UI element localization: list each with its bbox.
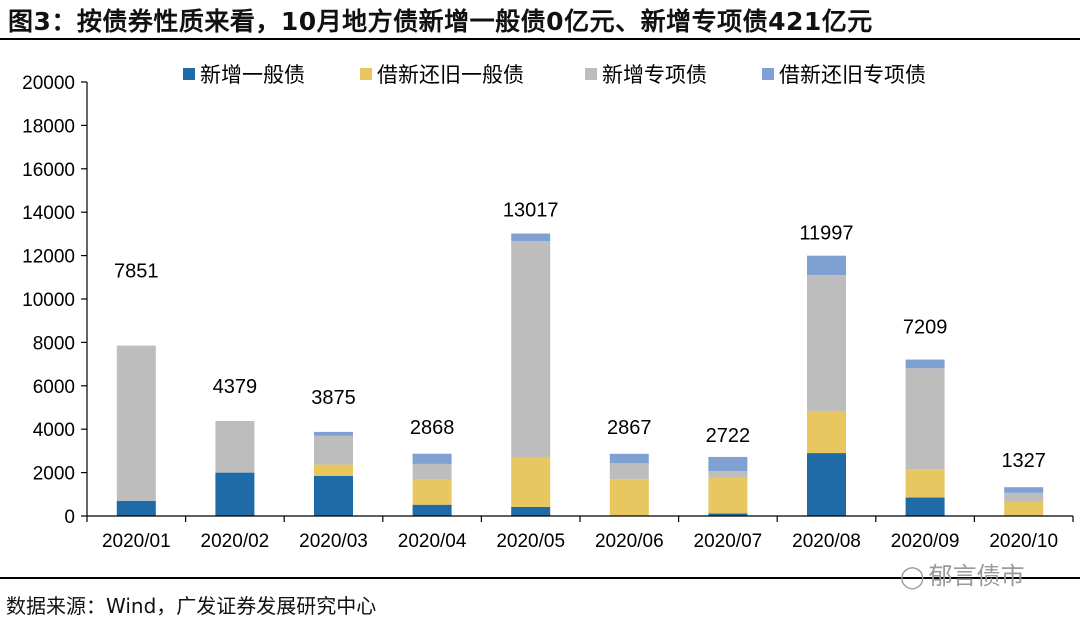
bar-segment-new-special (314, 435, 353, 465)
y-tick-label: 8000 (33, 333, 75, 354)
bar-segment-new-special (1004, 492, 1044, 502)
legend-label: 新增专项债 (602, 63, 707, 87)
bar-segment-refinance-special (314, 431, 353, 436)
bar-segment-new-general (412, 504, 452, 516)
page-title: 图3：按债券性质来看，10月地方债新增一般债0亿元、新增专项债421亿元 (8, 7, 873, 36)
y-tick-label: 16000 (22, 160, 75, 181)
wechat-icon: ◯ (900, 565, 925, 590)
bar-segment-refinance-special (905, 359, 945, 369)
y-tick-label: 18000 (22, 116, 75, 137)
y-tick-label: 14000 (22, 203, 75, 224)
x-tick-label: 2020/02 (201, 531, 270, 552)
x-tick-label: 2020/07 (694, 531, 763, 552)
bar-segment-new-special (215, 420, 255, 473)
bar-segment-new-general (116, 500, 156, 516)
total-label: 13017 (503, 200, 559, 222)
source-note: 数据来源：Wind，广发证券发展研究中心 (6, 594, 377, 618)
bar-series-group (116, 233, 1044, 516)
bar-segment-refinance-special (1004, 487, 1044, 493)
y-tick-label: 6000 (33, 377, 75, 398)
bar-segment-new-special (609, 463, 649, 480)
bar-segment-new-general (905, 497, 945, 516)
total-label: 2722 (706, 425, 751, 447)
bar-segment-refinance-special (412, 453, 452, 464)
bar-segment-refinance-special (708, 456, 748, 472)
total-label: 2868 (410, 417, 455, 439)
bar-segment-new-special (116, 345, 156, 501)
bar-segment-refinance-general (905, 469, 945, 498)
bar-segment-refinance-general (609, 479, 649, 516)
total-label: 3875 (311, 387, 356, 409)
total-label: 7851 (114, 261, 159, 283)
bar-segment-new-special (708, 471, 748, 478)
x-tick-label: 2020/03 (299, 531, 368, 552)
x-tick-label: 2020/09 (891, 531, 960, 552)
bar-segment-refinance-special (511, 233, 551, 242)
x-tick-label: 2020/08 (792, 531, 861, 552)
y-tick-label: 20000 (22, 73, 75, 94)
bar-segment-refinance-general (511, 456, 551, 507)
total-label: 11997 (799, 223, 853, 245)
x-tick-label: 2020/05 (496, 531, 565, 552)
legend-label: 借新还旧专项债 (779, 63, 926, 87)
bar-segment-new-special (412, 463, 452, 480)
chart-legend: 新增一般债 借新还旧一般债 新增专项债 借新还旧专项债 (183, 63, 926, 87)
bar-segment-refinance-general (314, 464, 353, 476)
legend-swatch-new-general (183, 68, 195, 80)
total-label: 4379 (213, 376, 258, 398)
y-tick-label: 4000 (33, 420, 75, 441)
bar-segment-new-general (807, 453, 846, 516)
x-tick-label: 2020/10 (989, 531, 1058, 552)
footer-divider (0, 577, 1080, 579)
bar-segment-refinance-general (412, 479, 452, 505)
bar-segment-new-special (511, 241, 551, 457)
total-label: 7209 (903, 317, 948, 339)
watermark-text: 郁言债市 (928, 562, 1025, 590)
legend-label: 新增一般债 (200, 63, 305, 87)
bar-segment-new-general (708, 513, 748, 516)
y-tick-label: 0 (64, 507, 75, 528)
y-tick-label: 2000 (33, 464, 75, 485)
bar-segment-new-general (314, 475, 353, 516)
watermark: ◯ 郁言债市 (900, 556, 1025, 591)
legend-label: 借新还旧一般债 (377, 63, 524, 87)
x-tick-label: 2020/04 (398, 531, 467, 552)
bar-segment-new-general (511, 506, 551, 516)
y-axis: 0 2000 4000 6000 8000 10000 12000 14000 16000 180… (22, 73, 88, 528)
total-labels: 7851 4379 3875 2868 13017 2867 2722 11997 7209 13… (114, 200, 1046, 473)
y-tick-label: 12000 (22, 247, 75, 268)
x-tick-label: 2020/01 (102, 531, 171, 552)
bar-segment-refinance-general (1004, 501, 1044, 516)
bar-segment-refinance-general (708, 477, 748, 514)
legend-swatch-refinance-special (762, 68, 774, 80)
bar-segment-refinance-general (807, 411, 846, 454)
x-tick-label: 2020/06 (595, 531, 664, 552)
y-tick-label: 10000 (22, 290, 75, 311)
title-divider (0, 38, 1080, 40)
bar-segment-new-special (905, 368, 945, 470)
bar-segment-new-special (807, 275, 846, 412)
total-label: 2867 (607, 417, 652, 439)
bar-segment-new-general (215, 472, 255, 516)
legend-swatch-refinance-general (360, 68, 372, 80)
bar-segment-refinance-special (609, 453, 649, 464)
x-axis: 2020/01 2020/02 2020/03 2020/04 2020/05 2020/… (86, 515, 1074, 552)
bar-segment-refinance-special (807, 255, 846, 276)
legend-swatch-new-special (585, 68, 597, 80)
total-label: 1327 (1001, 450, 1046, 472)
